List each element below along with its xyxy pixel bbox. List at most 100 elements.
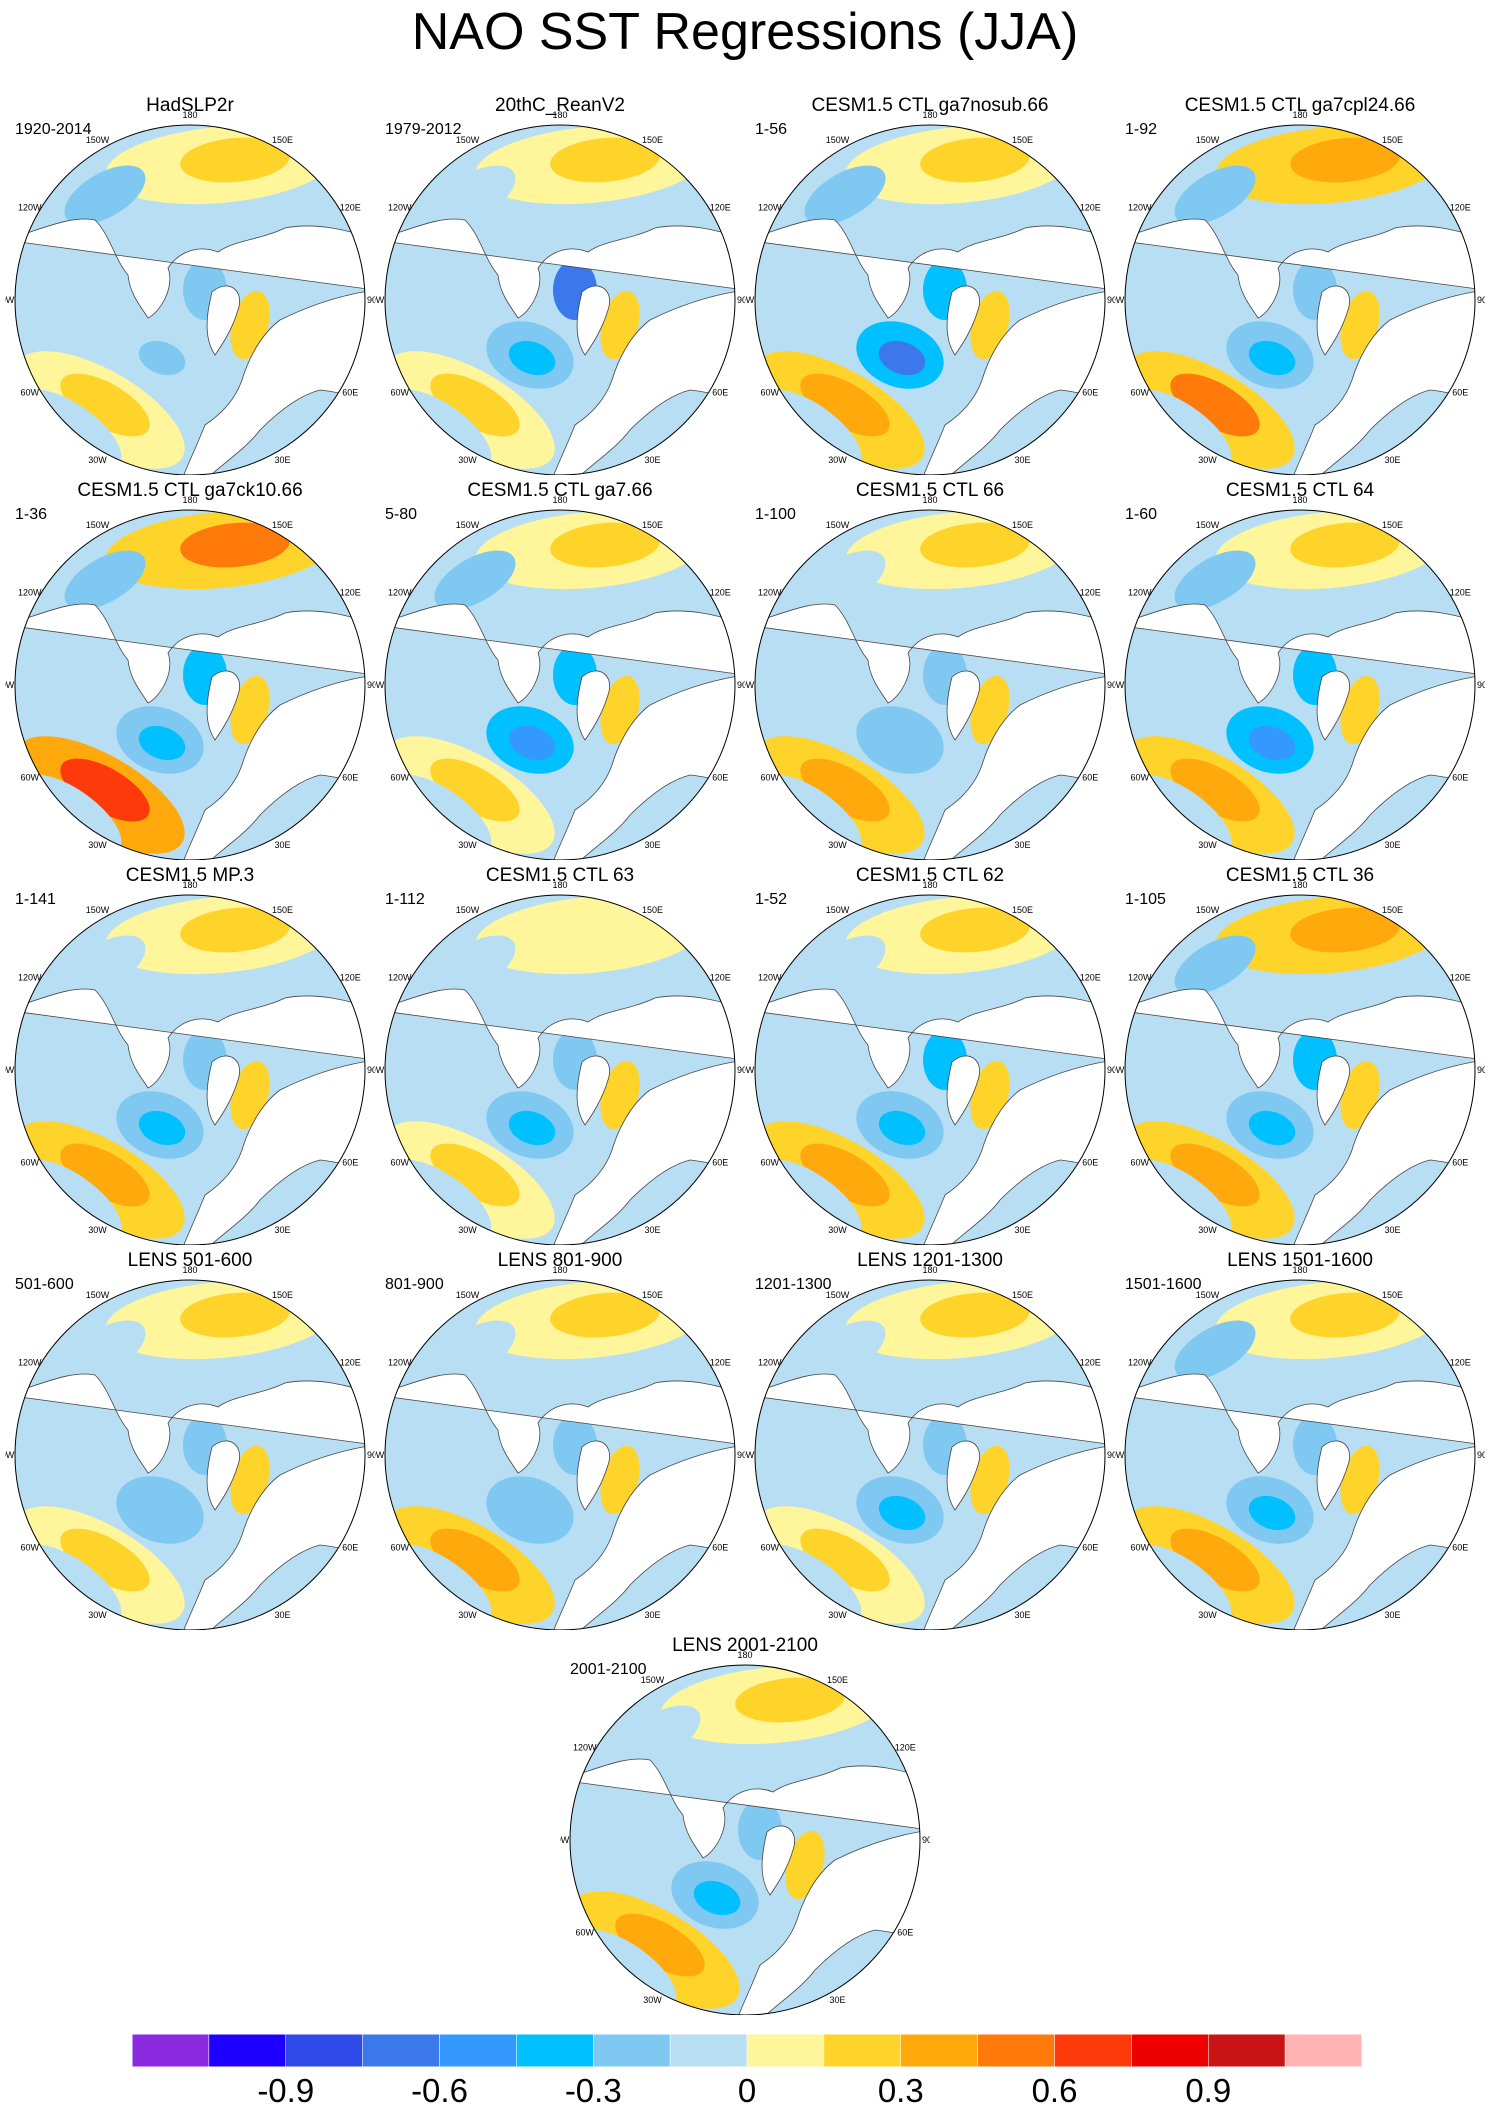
longitude-label: 180: [552, 110, 567, 120]
longitude-label: 150W: [86, 135, 110, 145]
longitude-label: 180: [1292, 110, 1307, 120]
longitude-label: 90E: [1107, 680, 1115, 690]
longitude-label: 150W: [1196, 135, 1220, 145]
longitude-label: 60E: [712, 1158, 728, 1168]
atlantic-warm-core: [1170, 1528, 1260, 1592]
longitude-label: 150W: [826, 135, 850, 145]
colorbar-swatch: [1054, 2033, 1132, 2068]
atlantic-warm-core: [800, 373, 890, 437]
pacific-cool-anomaly: [1174, 550, 1256, 610]
longitude-label: 60E: [1082, 1158, 1098, 1168]
longitude-label: 60W: [391, 773, 410, 783]
polar-map: 180150E120E90E60E30E030W60W90W120W150W: [375, 880, 745, 1245]
longitude-label: 90W: [745, 1065, 755, 1075]
longitude-label: 150E: [642, 520, 663, 530]
longitude-label: 30E: [644, 455, 660, 465]
pacific-warm-core: [550, 1292, 660, 1338]
land-mask: [576, 285, 610, 356]
map-panel: LENS 801-900801-900180150E120E90E60E30E0…: [375, 1250, 745, 1630]
map-panel: LENS 2001-2100 2001-2100 180 150E 120E 90E 60E…: [560, 1635, 930, 2015]
panel-title: LENS 1201-1300: [857, 1250, 1003, 1271]
labrador-cool-core: [138, 1495, 186, 1531]
atlantic-warm-core: [430, 1528, 520, 1592]
panel-period: 1979-2012: [385, 121, 462, 138]
longitude-label: 30W: [1198, 1225, 1217, 1235]
panel-title: CESM1.5 CTL ga7cpl24.66: [1184, 95, 1416, 116]
land-mask: [946, 670, 980, 741]
labrador-cool-core: [138, 340, 186, 376]
longitude-label: 90W: [375, 295, 385, 305]
panel-title: CESM1.5 MP.3: [125, 865, 255, 886]
longitude-label: 150W: [86, 520, 110, 530]
longitude-label: 180: [922, 880, 937, 890]
longitude-label: 90W: [745, 680, 755, 690]
longitude-label: 60W: [761, 388, 780, 398]
sst-field: [15, 1280, 365, 1630]
longitude-label: 120W: [758, 588, 782, 598]
sst-field: [755, 125, 1105, 475]
longitude-label: 150W: [826, 905, 850, 915]
longitude-label: 180: [182, 495, 197, 505]
longitude-label: 60W: [21, 1543, 40, 1553]
colorbar: -0.9 -0.6 -0.3 0 0.3 0.6 0.9: [131, 2033, 1363, 2109]
longitude-label: 150W: [456, 520, 480, 530]
longitude-label: 120E: [1450, 588, 1471, 598]
pacific-cool-anomaly: [434, 1320, 516, 1380]
longitude-label: 120E: [340, 588, 361, 598]
colorbar-swatch: [1284, 2033, 1363, 2068]
longitude-label: 180: [1292, 1265, 1307, 1275]
land-mask: [385, 1373, 735, 1630]
map-boundary: [14, 124, 366, 475]
longitude-label: 120W: [758, 1358, 782, 1368]
land-mask: [946, 1055, 980, 1126]
atlantic-warm-core: [430, 758, 520, 822]
pacific-warm-core: [180, 907, 290, 953]
longitude-label: 120E: [340, 1358, 361, 1368]
atlantic-warm-core: [615, 1913, 705, 1977]
longitude-label: 90E: [1477, 1450, 1485, 1460]
longitude-label: 150E: [1012, 520, 1033, 530]
land-mask: [15, 1373, 365, 1630]
longitude-label: 30W: [458, 840, 477, 850]
pacific-warm-core: [920, 1292, 1030, 1338]
longitude-label: 30E: [1384, 455, 1400, 465]
sst-field: [755, 510, 1105, 860]
longitude-label: 60E: [342, 773, 358, 783]
land-mask: [15, 988, 365, 1245]
longitude-label: 150E: [272, 520, 293, 530]
longitude-label: 120E: [710, 973, 731, 983]
longitude-label: 60W: [391, 388, 410, 398]
panel-period: 1-52: [755, 891, 788, 908]
pacific-cool-anomaly: [64, 165, 146, 225]
longitude-label: 120W: [18, 973, 42, 983]
longitude-label: 150E: [1382, 905, 1403, 915]
longitude-label: 120E: [710, 588, 731, 598]
longitude-label: 150E: [827, 1675, 848, 1685]
longitude-label: 150W: [826, 520, 850, 530]
longitude-label: 90E: [367, 680, 375, 690]
land-mask: [1316, 285, 1350, 356]
longitude-label: 150W: [456, 905, 480, 915]
map-boundary: [1124, 509, 1476, 860]
polar-map: 180150E120E90E60E30E030W60W90W120W150W: [745, 1265, 1115, 1630]
labrador-cool-core: [138, 725, 186, 761]
polar-map: 180150E120E90E60E30E030W60W90W120W150W: [1115, 110, 1485, 475]
map-boundary: [14, 894, 366, 1245]
atlantic-warm-core: [800, 1143, 890, 1207]
longitude-label: 90W: [5, 1065, 15, 1075]
labrador-cool-core: [1248, 1495, 1296, 1531]
longitude-label: 60W: [1131, 1543, 1150, 1553]
longitude-label: 60E: [897, 1928, 913, 1938]
longitude-label: 30E: [1014, 840, 1030, 850]
longitude-label: 150E: [642, 905, 663, 915]
longitude-label: 90W: [745, 295, 755, 305]
longitude-label: 90E: [737, 1450, 745, 1460]
longitude-label: 90W: [1115, 295, 1125, 305]
colorbar-swatch: [439, 2033, 517, 2068]
colorbar-swatch: [516, 2033, 594, 2068]
longitude-label: 120W: [573, 1743, 597, 1753]
longitude-label: 150E: [272, 1290, 293, 1300]
longitude-label: 150E: [1382, 135, 1403, 145]
pacific-cool-anomaly: [434, 935, 516, 995]
longitude-label: 120W: [1128, 588, 1152, 598]
